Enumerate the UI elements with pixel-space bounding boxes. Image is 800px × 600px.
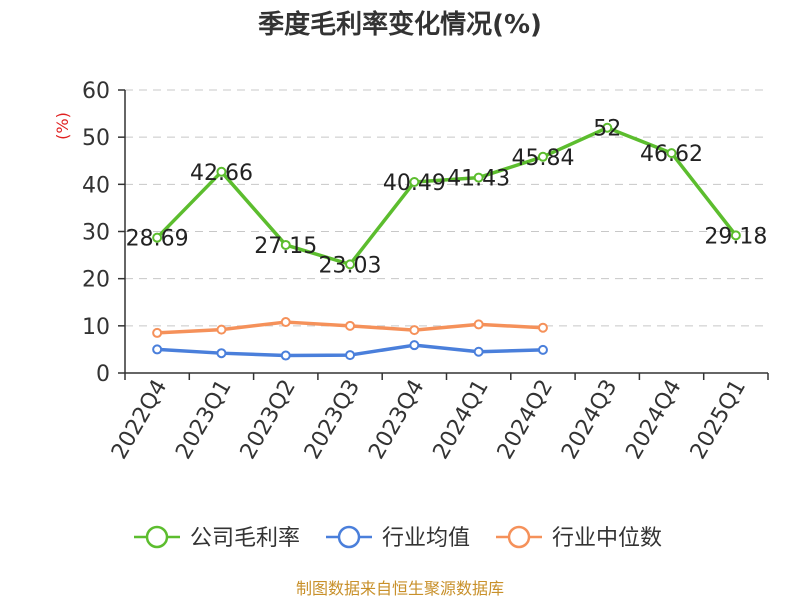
- data-point: [216, 324, 227, 335]
- data-point: [345, 350, 356, 361]
- y-axis-label: (%): [53, 112, 72, 140]
- data-point: [730, 230, 741, 241]
- data-label: 27.15: [254, 234, 317, 259]
- data-point: [473, 319, 484, 330]
- legend-entry: 行业中位数: [552, 526, 662, 551]
- x-tick-label: 2023Q1: [171, 376, 236, 464]
- series: [152, 122, 741, 361]
- data-label: 52: [593, 117, 621, 142]
- source-note: 制图数据来自恒生聚源数据库: [296, 579, 504, 598]
- legend: 公司毛利率 行业均值 行业中位数: [134, 525, 662, 551]
- data-point: [537, 322, 548, 333]
- data-point: [152, 232, 163, 243]
- y-tick-label: 0: [96, 362, 110, 387]
- data-point: [345, 320, 356, 331]
- data-point: [280, 350, 291, 361]
- series-line: [155, 125, 738, 267]
- legend-entry: 公司毛利率: [190, 526, 300, 551]
- x-tick-label: 2023Q3: [300, 376, 365, 464]
- data-label: 40.49: [383, 171, 446, 196]
- data-label: 28.69: [126, 227, 189, 252]
- data-point: [280, 239, 291, 250]
- data-point: [216, 348, 227, 359]
- y-tick-label: 30: [82, 221, 110, 246]
- x-tick-label: 2024Q1: [429, 376, 494, 464]
- legend-entry: 行业均值: [382, 526, 470, 551]
- y-tick-label: 40: [82, 173, 110, 198]
- y-tick-label: 20: [82, 268, 110, 293]
- grid: [125, 89, 768, 327]
- data-label: 41.43: [447, 167, 510, 192]
- y-tick-label: 10: [82, 315, 110, 340]
- data-point: [345, 259, 356, 270]
- x-tick-label: 2023Q4: [364, 376, 429, 464]
- data-point: [409, 325, 420, 336]
- legend-swatch-marker: [145, 525, 169, 549]
- data-label: 42.66: [190, 161, 253, 186]
- data-label: 45.84: [511, 146, 574, 171]
- data-point: [602, 122, 613, 133]
- chart-title: 季度毛利率变化情况(%): [258, 9, 542, 40]
- data-point: [152, 327, 163, 338]
- y-tick-label: 50: [82, 126, 110, 151]
- data-point: [409, 177, 420, 188]
- data-point: [666, 148, 677, 159]
- y-tick-label: 60: [82, 79, 110, 104]
- data-label: 46.62: [640, 142, 703, 167]
- data-point: [216, 166, 227, 177]
- x-tick-label: 2024Q4: [621, 376, 686, 464]
- x-tick-label: 2025Q1: [686, 376, 751, 464]
- data-point: [409, 340, 420, 351]
- data-label: 29.18: [704, 224, 767, 249]
- data-point: [280, 317, 291, 328]
- x-tick-label: 2024Q2: [493, 376, 558, 464]
- data-label: 23.03: [319, 253, 382, 278]
- data-point: [473, 346, 484, 357]
- data-point: [152, 344, 163, 355]
- data-point: [537, 151, 548, 162]
- x-tick-label: 2022Q4: [107, 376, 172, 464]
- x-tick-label: 2024Q3: [557, 376, 622, 464]
- data-point: [537, 344, 548, 355]
- x-tick-label: 2023Q2: [236, 376, 301, 464]
- data-point: [473, 172, 484, 183]
- legend-swatch-marker: [507, 525, 531, 549]
- legend-swatch-marker: [337, 525, 361, 549]
